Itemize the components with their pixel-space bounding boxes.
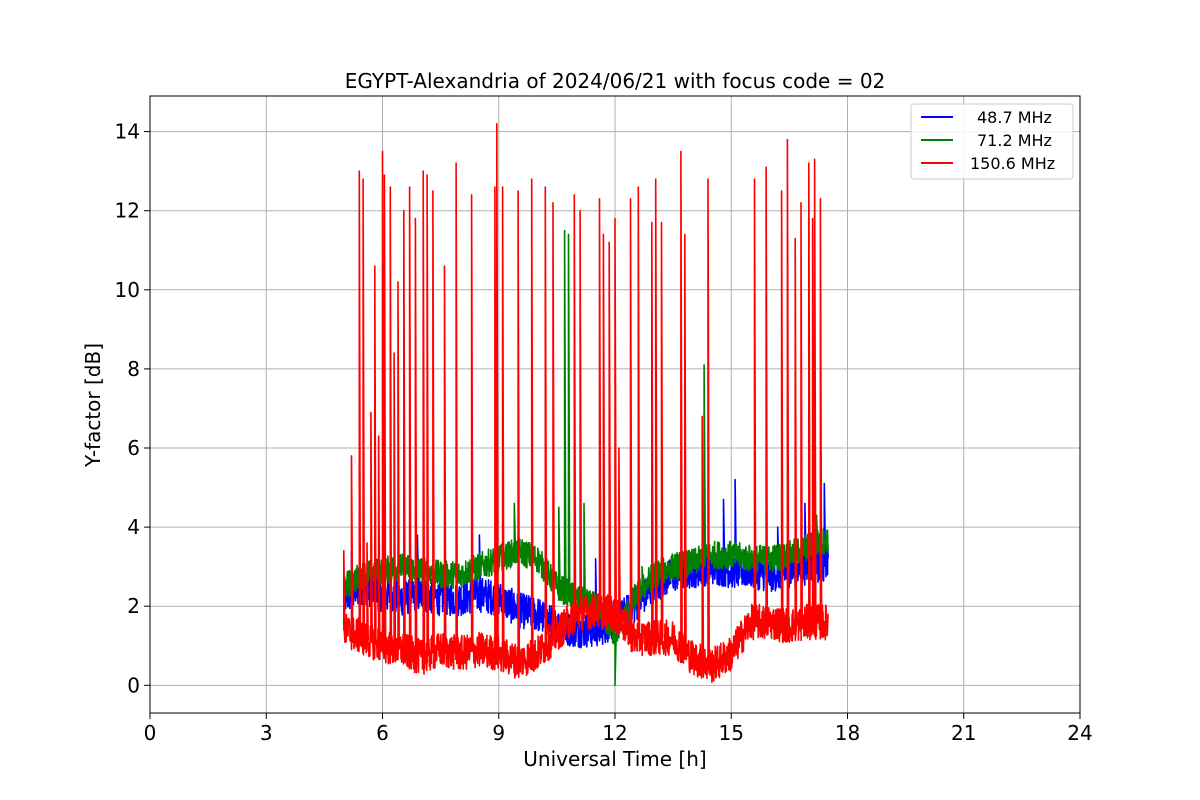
x-tick-label: 3 (260, 721, 273, 745)
x-tick-label: 15 (719, 721, 744, 745)
x-tick-label: 0 (144, 721, 157, 745)
legend-label-48-7: 48.7 MHz (977, 108, 1052, 127)
y-axis-label: Y-factor [dB] (81, 343, 105, 468)
legend-box (910, 103, 1074, 180)
series-line-71-2 (343, 229, 829, 687)
x-ticks: 0 3 6 9 12 15 18 21 24 (144, 713, 1093, 745)
x-tick-label: 21 (951, 721, 976, 745)
y-tick-label: 14 (115, 120, 140, 144)
series-line-150-6 (343, 122, 829, 684)
legend-label-150-6: 150.6 MHz (970, 154, 1055, 173)
y-ticks: 0 2 4 6 8 10 12 14 (115, 120, 150, 697)
y-tick-label: 8 (127, 357, 140, 381)
y-tick-label: 6 (127, 436, 140, 460)
x-axis-label: Universal Time [h] (523, 747, 706, 771)
y-tick-label: 0 (127, 673, 140, 697)
y-tick-label: 10 (115, 278, 140, 302)
y-tick-label: 2 (127, 594, 140, 618)
y-tick-label: 12 (115, 199, 140, 223)
x-tick-label: 6 (376, 721, 389, 745)
x-tick-label: 12 (602, 721, 627, 745)
chart-title: EGYPT-Alexandria of 2024/06/21 with focu… (345, 69, 886, 93)
plot-series (343, 122, 829, 687)
y-tick-label: 4 (127, 515, 140, 539)
legend: 48.7 MHz 71.2 MHz 150.6 MHz (910, 103, 1074, 180)
x-tick-label: 9 (492, 721, 505, 745)
legend-label-71-2: 71.2 MHz (977, 131, 1052, 150)
x-tick-label: 24 (1067, 721, 1092, 745)
x-tick-label: 18 (835, 721, 860, 745)
